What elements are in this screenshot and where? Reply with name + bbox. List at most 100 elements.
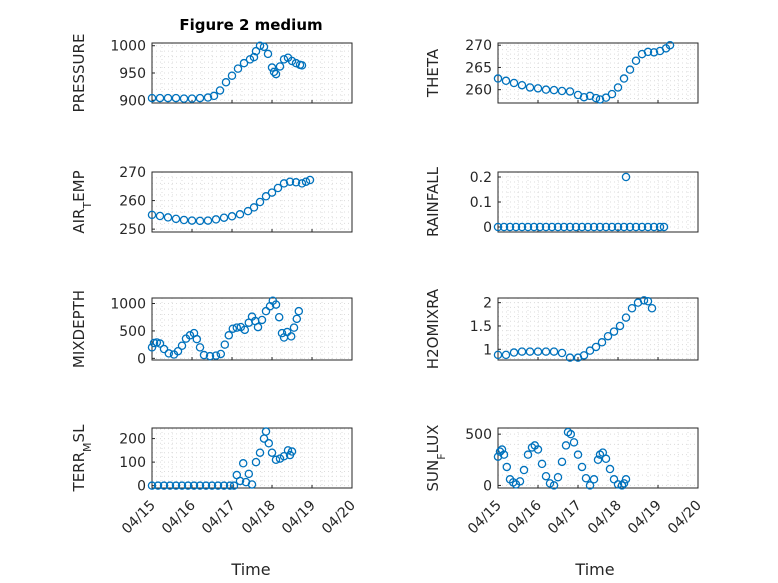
- x-tick-label: 04/19: [625, 498, 665, 538]
- data-point: [655, 222, 665, 232]
- data-point: [595, 95, 605, 104]
- y-tick-label: 265: [465, 60, 492, 76]
- data-point: [509, 78, 519, 88]
- data-point: [195, 343, 205, 352]
- y-tick-label: 950: [119, 66, 146, 82]
- data-point: [274, 312, 284, 322]
- data-point: [291, 178, 301, 187]
- data-point: [593, 455, 603, 465]
- data-point: [589, 222, 599, 232]
- data-point: [267, 63, 277, 72]
- data-point: [502, 462, 512, 472]
- data-point: [607, 222, 617, 232]
- data-point: [639, 296, 649, 305]
- data-point: [187, 94, 197, 103]
- data-point: [171, 214, 181, 224]
- data-point: [153, 481, 163, 490]
- y-tick-label: 270: [465, 38, 492, 54]
- subplot-air-temp: 250 260 270 AIRTEMP: [70, 165, 353, 238]
- y-tick-label: 1000: [110, 39, 146, 55]
- y-axis-label: H2OMIXRA: [424, 288, 442, 369]
- data-point: [251, 457, 261, 467]
- data-point: [275, 62, 285, 71]
- y-tick-label: 0: [483, 220, 492, 236]
- data-point: [617, 481, 627, 490]
- data-point: [573, 450, 583, 459]
- data-point: [220, 340, 230, 349]
- axes-frame: [151, 297, 353, 361]
- data-point: [565, 353, 575, 362]
- plot-area: [497, 42, 699, 104]
- x-axis-label-right: Time: [574, 560, 614, 579]
- data-point: [164, 349, 174, 358]
- data-point: [305, 175, 315, 185]
- data-point: [601, 93, 611, 102]
- y-tick-label: 2: [483, 296, 492, 312]
- data-point: [155, 211, 165, 221]
- y-axis-label: THETA: [424, 48, 442, 98]
- y-axis-label: MIXDEPTH: [70, 290, 88, 368]
- data-point: [577, 222, 587, 232]
- data-point: [601, 222, 611, 232]
- data-point: [221, 78, 231, 87]
- data-point: [559, 222, 569, 232]
- figure-title: Figure 2 medium: [179, 16, 322, 34]
- y-tick-label: 100: [119, 455, 146, 471]
- data-point: [271, 455, 281, 465]
- data-point: [535, 222, 545, 232]
- data-point: [283, 446, 293, 455]
- axes-frame: [497, 427, 699, 489]
- x-tick-label: 04/16: [505, 497, 545, 537]
- x-tick-label: 04/17: [545, 498, 585, 538]
- data-point: [631, 222, 641, 232]
- y-axis-label: TERRMSL: [70, 424, 94, 493]
- data-point: [267, 448, 277, 457]
- y-tick-label: 260: [465, 83, 492, 99]
- data-point: [273, 183, 283, 193]
- data-point: [571, 222, 581, 232]
- data-point: [517, 347, 527, 356]
- data-point: [147, 481, 157, 490]
- data-point: [579, 92, 589, 102]
- data-point: [529, 222, 539, 232]
- y-tick-label: 500: [465, 427, 492, 443]
- data-point: [211, 351, 221, 360]
- data-point: [235, 210, 245, 219]
- data-point: [279, 179, 289, 188]
- data-point: [519, 465, 529, 475]
- data-point: [619, 479, 629, 488]
- x-tick-label: 04/18: [585, 498, 625, 538]
- data-point: [541, 347, 551, 356]
- data-point: [603, 331, 613, 341]
- data-point: [643, 222, 653, 232]
- data-point: [195, 481, 205, 490]
- data-point: [227, 71, 237, 80]
- data-point: [541, 222, 551, 232]
- data-point: [207, 481, 217, 490]
- data-point: [297, 179, 307, 188]
- data-point: [277, 328, 287, 338]
- plot-area: [151, 171, 353, 233]
- data-point: [561, 441, 571, 450]
- data-point: [163, 213, 173, 222]
- data-point: [537, 459, 547, 469]
- data-point: [171, 481, 181, 490]
- x-tick-label: 04/16: [159, 497, 199, 537]
- subplot-sun-flux: 0 500 04/15 04/16 04/17 04/18 04/19 04/20 SUNFLU…: [424, 425, 705, 538]
- data-point: [225, 481, 235, 490]
- data-point: [659, 222, 669, 232]
- y-tick-label: 1: [483, 342, 492, 358]
- data-point: [215, 86, 225, 95]
- data-point: [525, 83, 535, 92]
- data-point: [232, 323, 242, 332]
- data-point: [267, 188, 277, 197]
- data-point: [203, 93, 213, 102]
- data-point: [631, 56, 641, 66]
- y-axis-label: SUNFLUX: [424, 425, 448, 492]
- y-tick-label: 200: [119, 432, 146, 448]
- data-point: [155, 93, 165, 103]
- data-point: [255, 197, 265, 207]
- data-point: [173, 346, 183, 356]
- data-point: [515, 477, 525, 486]
- data-point: [547, 222, 557, 232]
